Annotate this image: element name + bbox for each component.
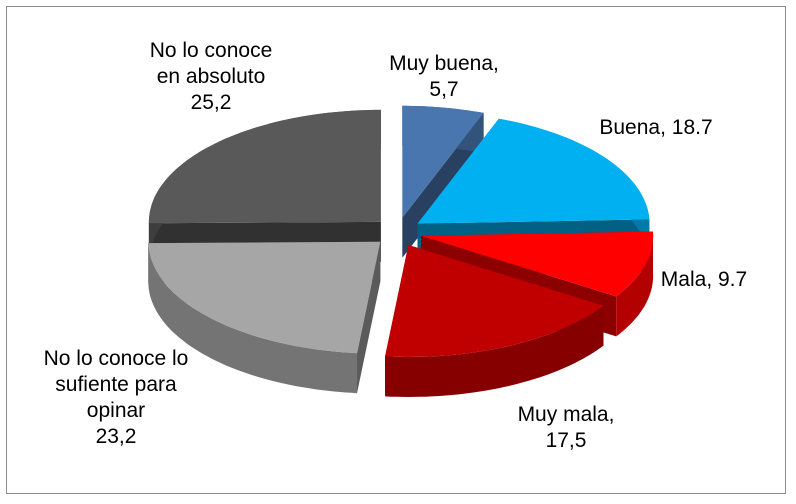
slice [385, 245, 604, 357]
slice-side [148, 243, 357, 394]
chart-frame [6, 6, 786, 494]
value-label: 9.7 [718, 268, 748, 291]
category-label: Muy buena, [389, 52, 499, 75]
slice [402, 105, 484, 218]
slice-side [616, 231, 654, 337]
slice [417, 118, 650, 224]
data-label: Buena, 18.7 [546, 115, 766, 141]
category-label: No lo conoce en absoluto [149, 39, 273, 88]
slice [148, 241, 381, 354]
data-label: Muy buena, 5,7 [369, 51, 519, 103]
category-label: Muy mala, [517, 403, 615, 426]
value-label: 23,2 [95, 425, 137, 448]
category-label: No lo conoce lo sufiente para opinar [43, 347, 189, 422]
data-label: No lo conoce lo sufiente para opinar 23,2 [41, 346, 191, 450]
category-label: Buena, [599, 116, 666, 139]
value-label: 17,5 [545, 429, 587, 452]
slice [148, 109, 381, 224]
data-label: Muy mala, 17,5 [491, 402, 641, 454]
value-label: 25,2 [190, 91, 232, 114]
slice [421, 231, 654, 297]
value-label: 18.7 [671, 116, 713, 139]
data-label: No lo conoce en absoluto 25,2 [136, 38, 286, 116]
slice-side [385, 305, 604, 397]
data-label: Mala, 9.7 [604, 267, 796, 293]
category-label: Mala, [660, 268, 713, 291]
value-label: 5,7 [429, 78, 459, 101]
